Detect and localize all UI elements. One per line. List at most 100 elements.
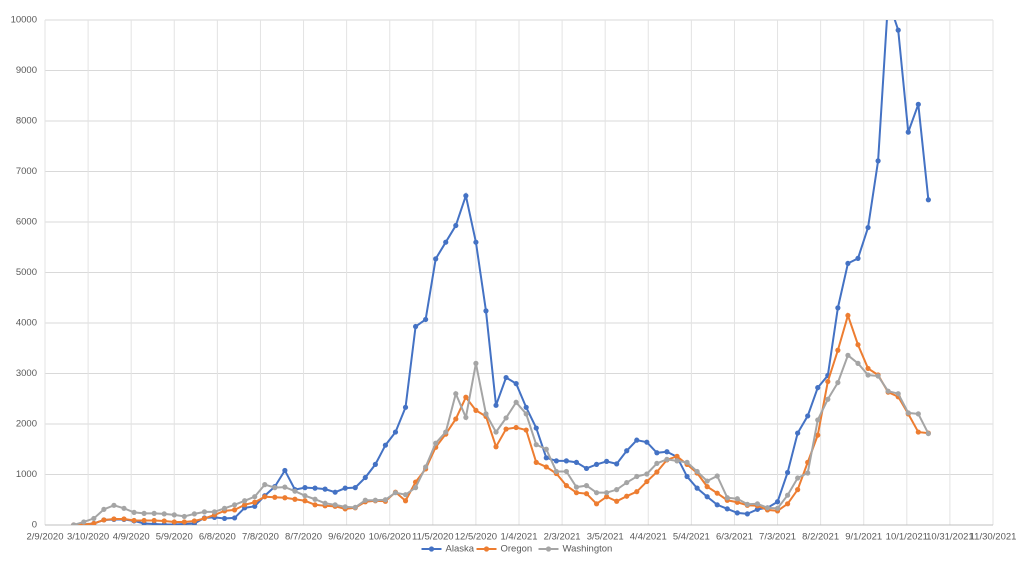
data-point xyxy=(221,515,228,522)
data-point xyxy=(71,522,77,525)
data-point xyxy=(111,516,117,522)
x-tick-label: 3/10/2020 xyxy=(67,532,109,543)
data-point xyxy=(664,456,670,462)
grid xyxy=(44,19,994,526)
data-point xyxy=(332,502,338,508)
data-point xyxy=(423,316,429,323)
data-point xyxy=(644,439,650,445)
data-point xyxy=(805,413,811,419)
x-tick-label: 11/5/2020 xyxy=(412,532,454,543)
data-point xyxy=(282,495,288,501)
data-point xyxy=(583,491,590,497)
data-point xyxy=(161,511,167,517)
data-point xyxy=(563,468,570,475)
data-point xyxy=(81,519,87,525)
data-point xyxy=(443,429,449,435)
data-point xyxy=(523,427,529,433)
y-tick-label: 5000 xyxy=(16,267,37,278)
data-point xyxy=(523,411,529,417)
data-point xyxy=(342,485,348,491)
data-point xyxy=(774,505,781,511)
data-point xyxy=(925,197,931,203)
data-point xyxy=(583,483,590,489)
data-point xyxy=(473,360,479,366)
x-tick-label: 8/7/2020 xyxy=(285,532,322,543)
data-point xyxy=(694,468,700,475)
x-tick-label: 11/30/2021 xyxy=(970,532,1017,543)
data-point xyxy=(886,0,891,2)
data-point xyxy=(332,489,338,495)
legend-marker xyxy=(545,546,552,552)
data-point xyxy=(895,391,901,397)
data-point xyxy=(785,469,791,476)
data-point xyxy=(483,411,489,417)
y-tick-label: 2000 xyxy=(16,419,37,430)
series-line xyxy=(73,20,930,525)
data-point xyxy=(463,394,469,400)
data-point xyxy=(151,517,157,524)
data-point xyxy=(362,497,368,503)
data-point xyxy=(825,378,831,385)
data-point xyxy=(875,158,881,164)
data-point xyxy=(905,129,911,135)
x-tick-label: 2/3/2021 xyxy=(544,532,581,543)
series-line xyxy=(73,353,930,525)
data-point xyxy=(714,502,720,508)
axis-labels: 0 1000 2000 3000 4000 5000 6000 7000 8000 9000 100… xyxy=(11,15,1017,543)
data-point xyxy=(915,429,921,435)
data-point xyxy=(604,494,610,500)
data-point xyxy=(453,391,459,397)
data-point xyxy=(795,487,801,493)
data-point xyxy=(412,323,419,330)
x-tick-label: 7/8/2020 xyxy=(242,532,279,543)
data-point xyxy=(925,430,931,437)
data-point xyxy=(734,496,740,502)
data-point xyxy=(292,496,298,502)
data-point xyxy=(684,459,690,465)
data-point xyxy=(282,484,288,490)
data-point xyxy=(855,255,861,261)
y-tick-label: 10000 xyxy=(11,15,37,26)
y-tick-label: 6000 xyxy=(16,217,37,228)
data-point xyxy=(272,494,278,500)
y-tick-label: 3000 xyxy=(16,368,37,379)
data-point xyxy=(704,494,710,500)
legend-marker xyxy=(483,546,490,552)
data-point xyxy=(543,464,549,470)
data-point xyxy=(774,499,781,505)
data-point xyxy=(141,517,147,524)
data-point xyxy=(252,494,258,500)
data-point xyxy=(895,27,901,33)
data-point xyxy=(855,342,861,348)
data-point xyxy=(372,497,378,503)
data-point xyxy=(402,404,409,410)
x-tick-label: 5/9/2020 xyxy=(156,532,193,543)
data-point xyxy=(795,430,801,436)
x-tick-label: 8/2/2021 xyxy=(802,532,839,543)
data-point xyxy=(674,458,680,464)
data-point xyxy=(654,450,660,456)
y-tick-label: 1000 xyxy=(16,469,37,480)
x-tick-label: 3/5/2021 xyxy=(587,532,624,543)
data-point xyxy=(493,444,499,450)
data-point xyxy=(825,396,831,402)
legend-label: Alaska xyxy=(446,544,475,555)
data-point xyxy=(795,475,801,481)
data-point xyxy=(654,469,660,475)
data-point xyxy=(503,415,509,421)
data-point xyxy=(503,426,509,432)
x-tick-label: 1/4/2021 xyxy=(501,532,538,543)
data-point xyxy=(191,518,197,524)
data-point xyxy=(302,498,308,504)
data-point xyxy=(513,424,519,431)
data-point xyxy=(161,518,167,524)
data-point xyxy=(312,485,318,491)
data-point xyxy=(674,453,680,459)
data-point xyxy=(644,478,650,485)
legend-label: Oregon xyxy=(501,544,533,555)
data-point xyxy=(242,502,248,508)
data-point xyxy=(684,473,690,480)
data-point xyxy=(614,487,620,493)
data-point xyxy=(573,490,580,496)
